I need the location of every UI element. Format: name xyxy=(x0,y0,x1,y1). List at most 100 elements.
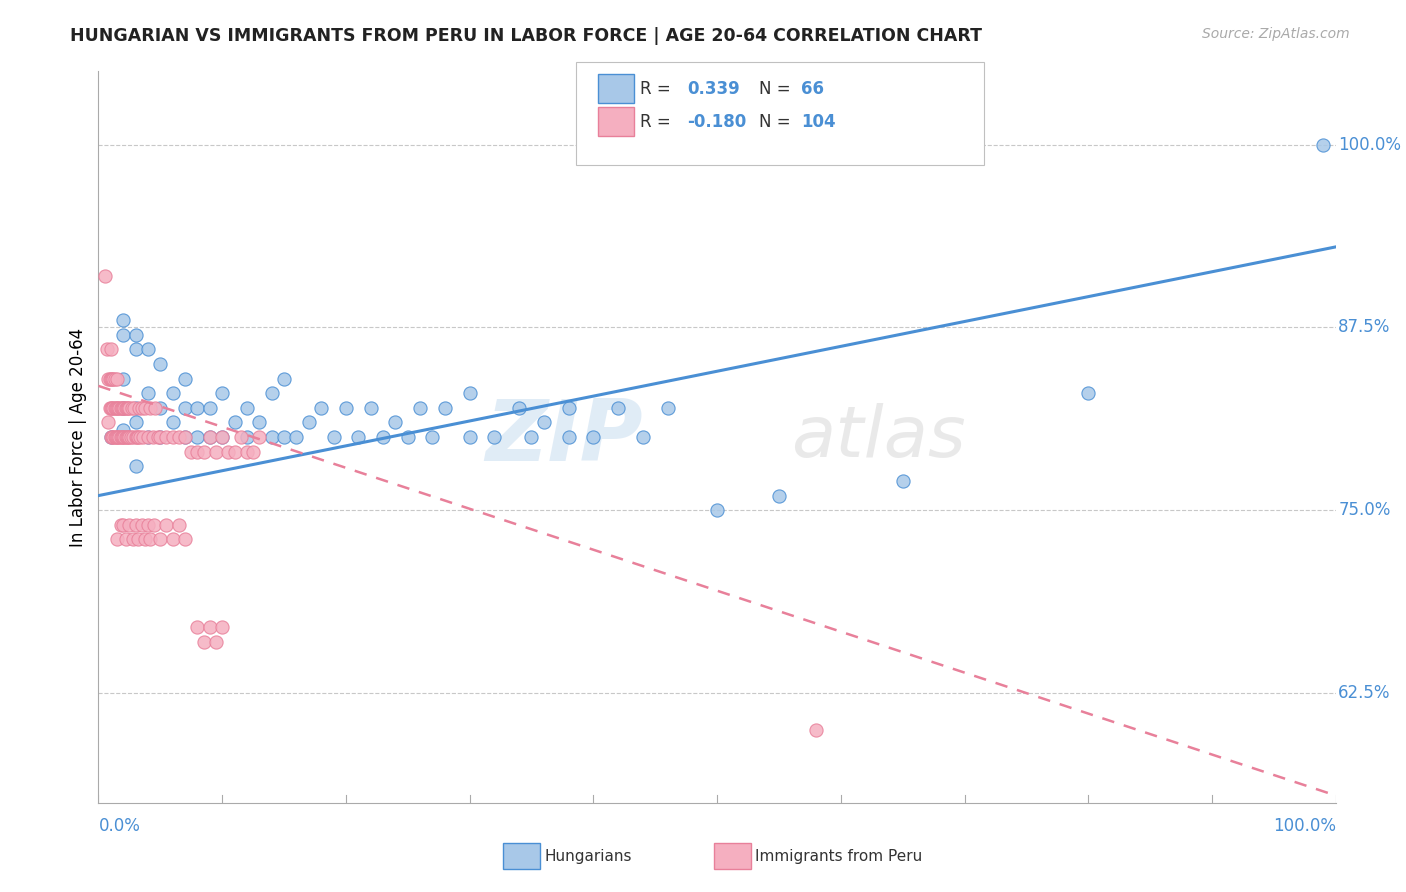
Point xyxy=(205,444,228,458)
Point xyxy=(124,459,146,474)
Point xyxy=(433,401,456,415)
Point xyxy=(120,430,142,444)
Point xyxy=(162,533,184,547)
Point xyxy=(117,430,139,444)
Point xyxy=(396,430,419,444)
Point xyxy=(242,444,264,458)
Point xyxy=(224,416,246,430)
Text: HUNGARIAN VS IMMIGRANTS FROM PERU IN LABOR FORCE | AGE 20-64 CORRELATION CHART: HUNGARIAN VS IMMIGRANTS FROM PERU IN LAB… xyxy=(70,27,983,45)
Point xyxy=(124,343,146,357)
Point xyxy=(124,327,146,342)
Text: ZIP: ZIP xyxy=(485,395,643,479)
Point xyxy=(103,430,125,444)
Point xyxy=(706,503,728,517)
Text: 66: 66 xyxy=(801,80,824,98)
Point xyxy=(347,430,370,444)
Point xyxy=(322,430,344,444)
Point xyxy=(124,517,146,532)
Point xyxy=(101,430,124,444)
Point xyxy=(607,401,630,415)
Point xyxy=(193,444,215,458)
Point xyxy=(112,517,135,532)
Point xyxy=(114,533,136,547)
Text: 100.0%: 100.0% xyxy=(1272,817,1336,836)
Point xyxy=(136,386,159,401)
Point xyxy=(149,533,172,547)
Point xyxy=(112,401,135,415)
Point xyxy=(105,430,128,444)
Point xyxy=(105,533,128,547)
Point xyxy=(121,401,143,415)
Point xyxy=(149,401,172,415)
Point xyxy=(112,430,135,444)
Point xyxy=(105,371,128,385)
Point xyxy=(273,371,295,385)
Point xyxy=(98,371,121,385)
Text: Source: ZipAtlas.com: Source: ZipAtlas.com xyxy=(1202,27,1350,41)
Point xyxy=(127,533,149,547)
Point xyxy=(247,416,270,430)
Point xyxy=(422,430,444,444)
Point xyxy=(162,430,184,444)
Point xyxy=(108,401,131,415)
Point xyxy=(174,401,197,415)
Point xyxy=(155,517,177,532)
Point xyxy=(458,430,481,444)
Point xyxy=(124,401,146,415)
Point xyxy=(136,343,159,357)
Point xyxy=(167,517,190,532)
Point xyxy=(139,533,162,547)
Point xyxy=(167,430,190,444)
Text: 0.339: 0.339 xyxy=(688,80,741,98)
Point xyxy=(143,517,166,532)
Point xyxy=(186,620,208,634)
Point xyxy=(122,430,145,444)
Point xyxy=(309,401,332,415)
Text: R =: R = xyxy=(640,113,676,131)
Point xyxy=(115,430,138,444)
Point xyxy=(103,401,125,415)
Point xyxy=(103,371,125,385)
Point xyxy=(101,371,124,385)
Point xyxy=(174,533,197,547)
Point xyxy=(174,371,197,385)
Text: 62.5%: 62.5% xyxy=(1339,684,1391,702)
Text: Immigrants from Peru: Immigrants from Peru xyxy=(755,849,922,863)
Point xyxy=(211,430,233,444)
Point xyxy=(205,635,228,649)
Point xyxy=(97,371,120,385)
Point xyxy=(112,423,135,437)
Point xyxy=(174,430,197,444)
Point xyxy=(198,430,221,444)
Point xyxy=(117,401,139,415)
Point xyxy=(122,533,145,547)
Point xyxy=(136,517,159,532)
Point xyxy=(520,430,543,444)
Point xyxy=(100,343,122,357)
Point xyxy=(149,430,172,444)
Point xyxy=(105,401,128,415)
Point xyxy=(136,430,159,444)
Point xyxy=(107,430,129,444)
Point xyxy=(180,444,202,458)
Point xyxy=(112,401,135,415)
Point xyxy=(217,444,239,458)
Point xyxy=(247,430,270,444)
Point xyxy=(174,430,197,444)
Text: R =: R = xyxy=(640,80,676,98)
Point xyxy=(229,430,252,444)
Point xyxy=(143,401,166,415)
Point xyxy=(139,401,162,415)
Point xyxy=(260,386,283,401)
Point xyxy=(100,430,122,444)
Point xyxy=(360,401,382,415)
Point xyxy=(100,401,122,415)
Point xyxy=(128,401,150,415)
Point xyxy=(118,401,141,415)
Point xyxy=(125,430,148,444)
Point xyxy=(112,371,135,385)
Text: 87.5%: 87.5% xyxy=(1339,318,1391,336)
Point xyxy=(100,371,122,385)
Point xyxy=(155,430,177,444)
Point xyxy=(891,474,914,488)
